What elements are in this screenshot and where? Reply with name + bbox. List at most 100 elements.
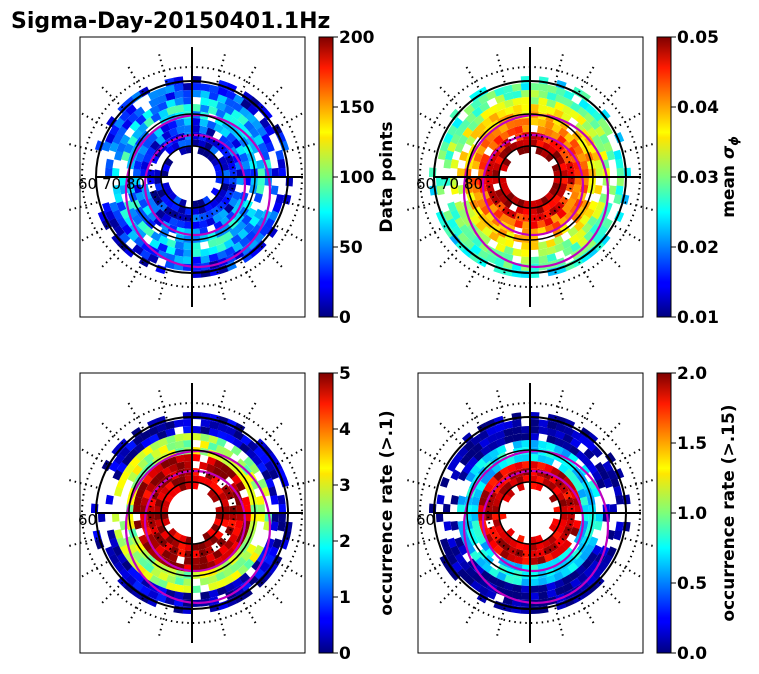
heatmap-cell	[245, 230, 257, 242]
colorbar-tick-label: 0.04	[677, 98, 719, 118]
heatmap-cell	[495, 437, 506, 448]
heatmap-cell	[138, 534, 149, 545]
heatmap-cell	[515, 205, 524, 215]
heatmap-cell	[192, 125, 201, 133]
heatmap-cell	[226, 132, 237, 144]
heatmap-cell	[543, 217, 554, 227]
heatmap-cell	[157, 437, 168, 448]
heatmap-cell	[512, 248, 522, 257]
heatmap-cell	[447, 217, 458, 230]
heatmap-cell	[199, 577, 210, 586]
colorbar-tick-label: 4	[339, 420, 351, 440]
heatmap-cell	[218, 544, 229, 556]
heatmap-cell	[250, 479, 261, 490]
heatmap-cell	[209, 420, 220, 430]
heatmap-cell	[503, 435, 514, 445]
heatmap-cell	[615, 158, 624, 169]
heatmap-cell	[112, 185, 121, 195]
heatmap-cell	[156, 586, 168, 596]
heatmap-cell	[173, 419, 184, 428]
heatmap-cell	[133, 160, 143, 170]
heatmap-cell	[229, 226, 241, 238]
heatmap-cell	[491, 216, 502, 227]
heatmap-cell	[569, 474, 580, 485]
heatmap-cell	[168, 217, 179, 227]
heatmap-cell	[560, 177, 568, 185]
heatmap-cell	[478, 241, 490, 253]
heatmap-cell	[535, 482, 544, 492]
heatmap-cell	[183, 460, 193, 469]
heatmap-cell	[487, 539, 499, 550]
heatmap-cell	[487, 104, 499, 116]
heatmap-cell	[581, 120, 593, 132]
heatmap-cell	[564, 132, 575, 144]
heatmap-cell	[240, 98, 252, 110]
heatmap-cell	[443, 546, 454, 558]
heatmap-cell	[503, 574, 515, 584]
heatmap-cell	[199, 461, 209, 471]
heatmap-cell	[267, 452, 278, 464]
heatmap-cell	[119, 110, 131, 122]
heatmap-cell	[505, 120, 516, 130]
heatmap-cell	[578, 98, 590, 110]
heatmap-cell	[436, 185, 445, 196]
heatmap-cell	[521, 124, 531, 133]
heatmap-cell	[536, 555, 547, 565]
heatmap-cell	[454, 216, 466, 229]
heatmap-cell	[150, 112, 162, 123]
heatmap-cell	[515, 541, 524, 551]
heatmap-cell	[461, 246, 474, 258]
heatmap-cell	[475, 122, 487, 134]
heatmap-cell	[450, 209, 461, 221]
heatmap-cell	[271, 513, 279, 523]
heatmap-cell	[562, 97, 574, 108]
panel-3: 60 0 1 2 3 4 5 occurrence rate (>.1)	[68, 364, 397, 664]
heatmap-cell	[545, 106, 557, 116]
heatmap-cell	[223, 203, 235, 214]
heatmap-cell	[165, 427, 176, 437]
heatmap-cell	[589, 560, 601, 572]
heatmap-cell	[138, 481, 149, 492]
heatmap-cell	[567, 177, 576, 185]
heatmap-cell	[588, 200, 599, 212]
heatmap-cell	[131, 427, 143, 438]
heatmap-cell	[222, 505, 231, 514]
heatmap-cell	[133, 442, 146, 454]
heatmap-cell	[457, 544, 469, 556]
heatmap-cell	[583, 112, 595, 124]
heatmap-cell	[586, 432, 599, 444]
heatmap-cell	[465, 230, 477, 242]
heatmap-cell	[268, 546, 279, 558]
heatmap-cell	[165, 99, 176, 109]
heatmap-cell	[235, 145, 246, 156]
heatmap-cell	[137, 220, 149, 232]
heatmap-cell	[259, 225, 271, 237]
heatmap-cell	[494, 94, 506, 104]
heatmap-cell	[494, 87, 505, 97]
heatmap-cell	[578, 434, 590, 446]
heatmap-cell	[175, 125, 186, 135]
heatmap-cell	[558, 162, 568, 172]
heatmap-cell	[546, 91, 558, 101]
heatmap-cell	[493, 134, 504, 146]
heatmap-cell	[477, 430, 490, 441]
heatmap-cell	[247, 440, 259, 452]
heatmap-cell	[200, 104, 210, 113]
heatmap-cell	[142, 205, 153, 216]
heatmap-cell	[615, 521, 624, 532]
heatmap-cell	[135, 191, 145, 202]
heatmap-cell	[546, 435, 557, 445]
colorbar-gradient	[318, 372, 334, 654]
heatmap-cell	[567, 513, 576, 521]
heatmap-cell	[222, 448, 234, 459]
heatmap-cell	[147, 210, 158, 222]
heatmap-cell	[513, 555, 523, 565]
heatmap-cell	[113, 225, 125, 237]
heatmap-cell	[579, 252, 591, 263]
heatmap-cell	[471, 572, 483, 584]
heatmap-cell	[470, 580, 482, 592]
heatmap-cell	[459, 559, 471, 572]
heatmap-cell	[463, 104, 475, 116]
heatmap-cell	[454, 537, 465, 548]
heatmap-cell	[443, 503, 451, 513]
